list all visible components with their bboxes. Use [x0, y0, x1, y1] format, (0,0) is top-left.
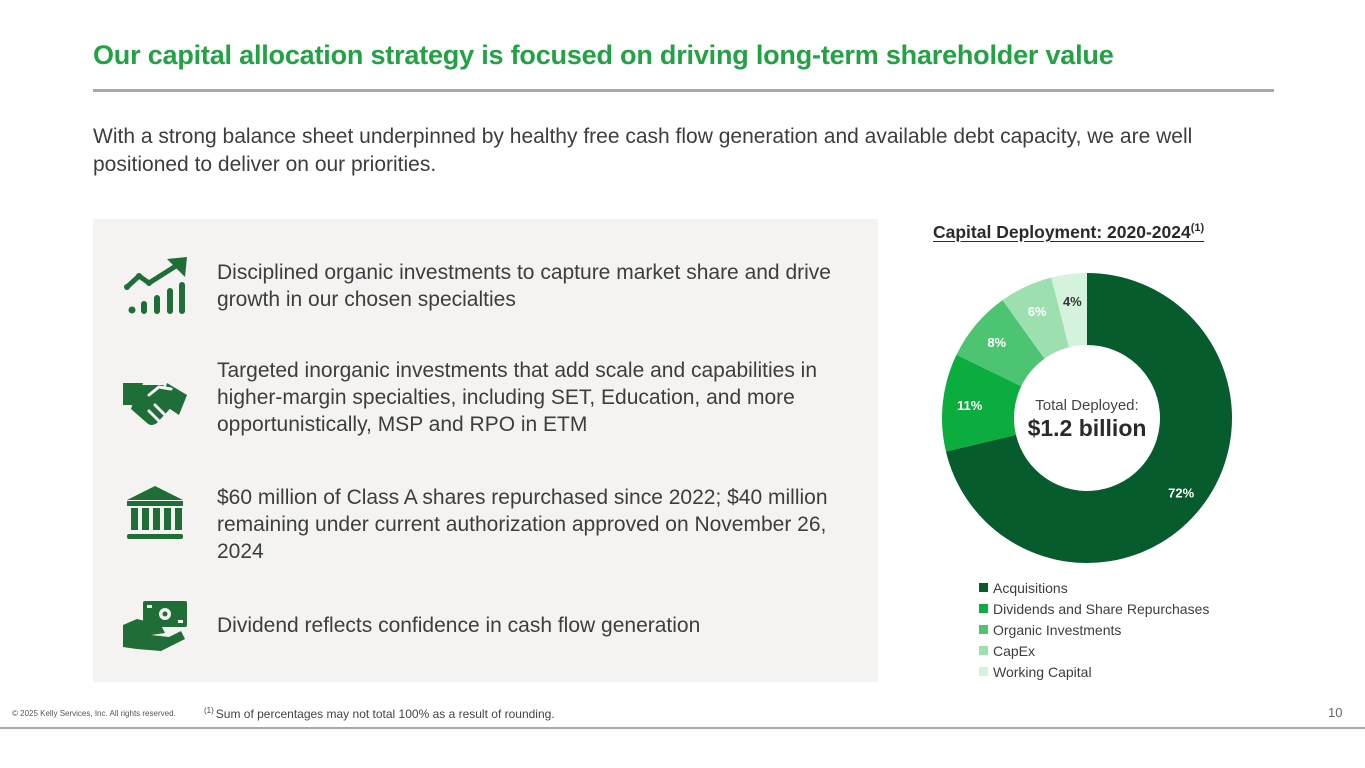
donut-slice-label: 72%: [1168, 485, 1194, 500]
priority-text-repurchase: $60 million of Class A shares repurchase…: [217, 486, 828, 563]
donut-slice-working-capital: [1051, 273, 1087, 348]
legend-swatch: [979, 604, 988, 613]
page-number: 10: [1328, 705, 1343, 720]
priority-text-inorganic: Targeted inorganic investments that add …: [217, 359, 818, 436]
legend-label: Organic Investments: [993, 621, 1122, 638]
legend-swatch: [979, 625, 988, 634]
donut-slice-label: 4%: [1063, 294, 1082, 309]
footer-divider: [0, 727, 1365, 729]
footnote-text: Sum of percentages may not total 100% as…: [215, 707, 555, 721]
legend-swatch: [979, 667, 988, 676]
priority-text-organic: Disciplined organic investments to captu…: [217, 261, 831, 311]
intro-paragraph: With a strong balance sheet underpinned …: [93, 125, 1193, 176]
legend-swatch: [979, 646, 988, 655]
donut-slice-organic-investments: [956, 300, 1045, 387]
legend-swatch: [979, 583, 988, 592]
donut-center-label: Total Deployed:: [1035, 397, 1138, 414]
handshake-icon: [121, 365, 189, 433]
legend-item: Organic Investments: [979, 619, 1209, 640]
donut-center-value: $1.2 billion: [1028, 415, 1147, 441]
title-divider: [93, 89, 1274, 92]
donut-slice-acquisitions: [945, 273, 1232, 563]
chart-legend: Acquisitions Dividends and Share Repurcha…: [979, 577, 1209, 682]
cash-in-hand-icon: [121, 595, 189, 663]
growth-chart-icon: [121, 251, 189, 319]
donut-slice-label: 6%: [1028, 304, 1047, 319]
donut-slice-label: 8%: [987, 335, 1006, 350]
legend-label: Acquisitions: [993, 579, 1068, 596]
priorities-panel: Disciplined organic investments to captu…: [93, 219, 878, 682]
chart-title: Capital Deployment: 2020-2024(1): [933, 222, 1204, 243]
legend-label: Working Capital: [993, 663, 1092, 680]
chart-title-footnote-marker: (1): [1190, 222, 1205, 235]
bank-icon: [121, 484, 189, 552]
chart-title-text: Capital Deployment: 2020-2024: [933, 222, 1191, 242]
donut-slice-label: 11%: [957, 398, 983, 413]
footnote-marker: (1): [204, 706, 214, 715]
priority-text-dividend: Dividend reflects confidence in cash flo…: [217, 614, 701, 637]
donut-slice-dividends-and-share-repurchases: [942, 354, 1022, 452]
footnote: (1) Sum of percentages may not total 100%…: [204, 706, 555, 721]
copyright-text: © 2025 Kelly Services, Inc. All rights r…: [12, 709, 176, 718]
donut-slice-capex: [1002, 277, 1070, 359]
legend-item: Acquisitions: [979, 577, 1209, 598]
page-title: Our capital allocation strategy is focus…: [93, 40, 1114, 70]
legend-label: Dividends and Share Repurchases: [993, 600, 1210, 617]
capital-deployment-donut-chart: 72% 11% 8% 6% 4% Total Deployed: $1.2 billio…: [942, 273, 1232, 563]
legend-item: Dividends and Share Repurchases: [979, 598, 1209, 619]
legend-label: CapEx: [993, 642, 1036, 659]
legend-item: Working Capital: [979, 661, 1209, 682]
legend-item: CapEx: [979, 640, 1209, 661]
